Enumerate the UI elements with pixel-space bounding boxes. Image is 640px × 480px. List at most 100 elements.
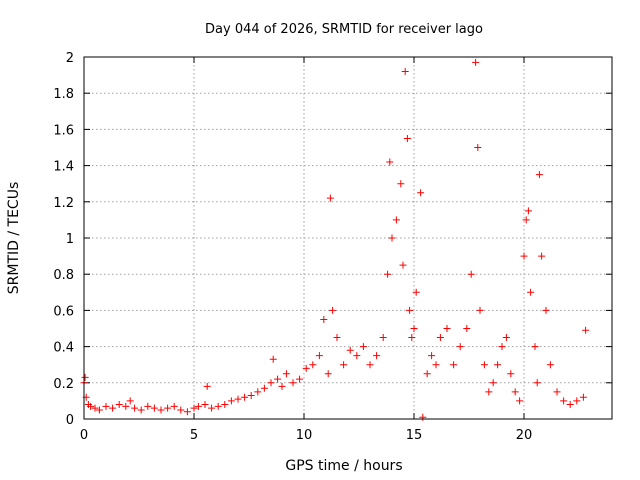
data-point: [392, 216, 400, 224]
data-point: [177, 406, 185, 414]
y-tick-label: 1.8: [53, 87, 74, 102]
data-point: [538, 252, 546, 260]
data-point: [546, 361, 554, 369]
data-point: [476, 306, 484, 314]
data-point: [326, 194, 334, 202]
data-point: [386, 158, 394, 166]
data-point: [131, 404, 139, 412]
data-point: [150, 404, 158, 412]
data-point: [315, 352, 323, 360]
data-point: [190, 404, 198, 412]
y-tick-label: 1.2: [53, 196, 74, 211]
data-point: [269, 355, 277, 363]
data-point: [494, 361, 502, 369]
data-point: [87, 402, 95, 410]
y-tick-label: 0.2: [53, 377, 74, 392]
y-tick-label: 0.8: [53, 268, 74, 283]
x-tick-label: 20: [516, 428, 533, 443]
data-point: [126, 397, 134, 405]
data-point: [480, 361, 488, 369]
x-tick-label: 10: [296, 428, 313, 443]
data-point: [214, 402, 222, 410]
data-point: [384, 270, 392, 278]
data-point: [399, 261, 407, 269]
data-point: [419, 413, 427, 421]
data-point: [227, 397, 235, 405]
data-point: [201, 401, 209, 409]
data-point: [122, 402, 130, 410]
data-point: [485, 388, 493, 396]
data-point: [542, 306, 550, 314]
tick-labels: 0 5 10 15 20 0 0.2 0.4 0.6 0.8 1 1.2 1.4 1.6 1.8 2: [53, 51, 532, 443]
data-point: [406, 306, 414, 314]
data-point: [403, 134, 411, 142]
data-point: [401, 67, 409, 75]
data-point: [91, 404, 99, 412]
data-point: [320, 315, 328, 323]
data-point: [254, 388, 262, 396]
data-point: [340, 361, 348, 369]
grid-lines: [84, 57, 612, 419]
data-point: [388, 234, 396, 242]
data-point: [170, 402, 178, 410]
data-point: [467, 270, 475, 278]
data-point: [397, 180, 405, 188]
x-tick-label: 0: [80, 428, 88, 443]
data-point: [408, 334, 416, 342]
data-point: [366, 361, 374, 369]
data-point: [535, 171, 543, 179]
data-point: [463, 325, 471, 332]
y-tick-label: 2: [66, 51, 74, 66]
data-point: [560, 397, 568, 405]
data-point: [282, 370, 290, 378]
data-point: [379, 334, 387, 342]
data-point: [498, 343, 506, 351]
data-point: [502, 334, 510, 342]
data-point: [410, 325, 418, 332]
data-point: [417, 189, 425, 197]
data-point: [221, 401, 229, 409]
data-point: [373, 352, 381, 360]
data-point: [527, 288, 535, 296]
x-tick-label: 5: [190, 428, 198, 443]
data-point: [144, 402, 152, 410]
y-tick-label: 1: [66, 232, 74, 247]
chart-title: Day 044 of 2026, SRMTID for receiver lag…: [205, 22, 483, 37]
data-point: [474, 144, 482, 151]
x-axis-title: GPS time / hours: [285, 458, 402, 474]
data-point: [247, 391, 255, 399]
data-point: [81, 373, 89, 381]
data-point: [573, 397, 581, 405]
data-point: [511, 388, 519, 396]
y-axis-title: SRMTID / TECUs: [6, 182, 22, 295]
data-point: [208, 404, 216, 412]
data-point: [507, 370, 515, 378]
data-points: [80, 58, 590, 421]
data-point: [428, 352, 436, 360]
data-point: [524, 207, 532, 215]
data-point: [456, 343, 464, 351]
data-point: [423, 370, 431, 378]
data-point: [443, 325, 451, 332]
data-point: [302, 364, 310, 372]
data-point: [520, 252, 528, 260]
data-point: [582, 326, 590, 334]
data-point: [109, 404, 117, 412]
data-point: [278, 382, 286, 390]
y-tick-label: 0: [66, 413, 74, 428]
data-point: [95, 406, 103, 414]
data-point: [102, 402, 110, 410]
data-point: [579, 393, 587, 401]
data-point: [450, 361, 458, 369]
data-point: [137, 406, 145, 414]
data-point: [289, 379, 297, 387]
data-point: [234, 395, 242, 403]
data-point: [566, 401, 574, 409]
data-point: [553, 388, 561, 396]
y-tick-label: 0.6: [53, 304, 74, 319]
y-tick-label: 1.4: [53, 160, 74, 175]
data-point: [329, 306, 337, 314]
data-point: [346, 346, 354, 354]
data-point: [489, 379, 497, 387]
